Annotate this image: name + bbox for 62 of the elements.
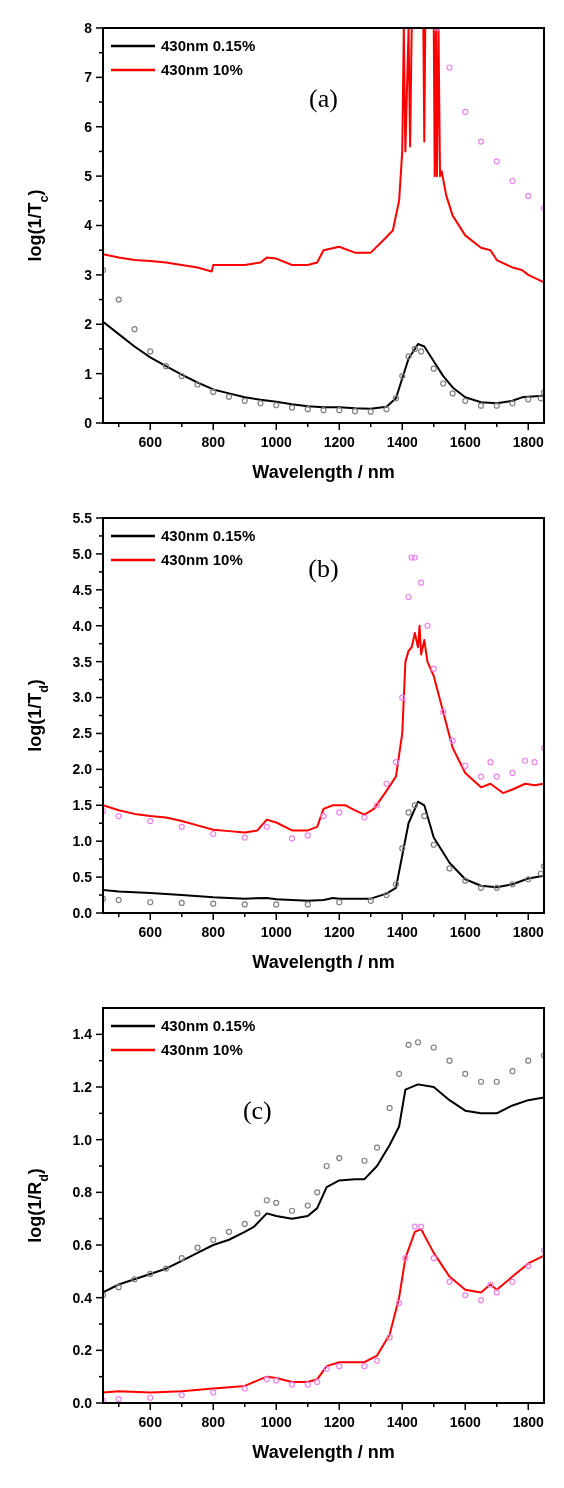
y-tick-label: 0.4: [72, 1289, 93, 1306]
y-tick-label: 2.5: [72, 725, 93, 742]
y-tick-label: 2: [84, 316, 93, 333]
y-tick-label: 1.0: [72, 833, 93, 850]
x-tick-label: 800: [201, 434, 226, 450]
y-tick-label: 1.0: [72, 1131, 93, 1148]
y-tick-label: 7: [84, 69, 93, 86]
legend-label: 430nm 10%: [161, 61, 243, 79]
y-tick-label: 1: [84, 365, 93, 382]
y-tick-label: 4.0: [72, 617, 93, 634]
y-tick-label: 3.5: [72, 653, 93, 670]
x-tick-label: 1000: [260, 434, 293, 450]
y-tick-label: 0.8: [72, 1184, 93, 1201]
legend-label: 430nm 10%: [161, 1041, 243, 1059]
y-tick-label: 1.5: [72, 797, 93, 814]
y-tick-label: 3.0: [72, 689, 93, 706]
y-tick-label: 0.2: [72, 1342, 93, 1359]
x-tick-label: 1400: [386, 434, 419, 450]
y-tick-label: 4: [84, 217, 93, 234]
y-tick-label: 4.5: [72, 581, 93, 598]
x-tick-label: 1600: [449, 434, 482, 450]
x-tick-label: 600: [138, 1414, 163, 1430]
y-tick-label: 5.0: [72, 545, 93, 562]
y-tick-label: 2.0: [72, 761, 93, 778]
x-tick-label: 1600: [449, 1414, 482, 1430]
x-tick-label: 1400: [386, 1414, 419, 1430]
x-tick-label: 1200: [323, 1414, 356, 1430]
x-tick-label: 1000: [260, 1414, 293, 1430]
legend-label: 430nm 10%: [161, 551, 243, 569]
x-tick-label: 600: [138, 924, 163, 940]
x-tick-label: 1800: [512, 434, 545, 450]
y-tick-label: 0.5: [72, 868, 93, 885]
x-axis-title: Wavelength / nm: [252, 1442, 395, 1462]
legend-label: 430nm 0.15%: [161, 527, 256, 545]
x-tick-label: 800: [201, 1414, 226, 1430]
x-axis-title: Wavelength / nm: [252, 462, 395, 482]
x-tick-label: 1800: [512, 1414, 545, 1430]
x-tick-label: 1800: [512, 924, 545, 940]
y-tick-label: 8: [84, 19, 93, 36]
y-tick-label: 3: [84, 266, 93, 283]
x-tick-label: 600: [138, 434, 163, 450]
y-tick-label: 1.2: [72, 1078, 93, 1095]
legend-label: 430nm 0.15%: [161, 1017, 256, 1035]
y-tick-label: 1.4: [72, 1026, 93, 1043]
y-tick-label: 0.0: [72, 904, 93, 921]
annotation: (b): [308, 554, 339, 584]
x-tick-label: 1200: [323, 434, 356, 450]
y-tick-label: 0.6: [72, 1236, 93, 1253]
x-axis-title: Wavelength / nm: [252, 952, 395, 972]
y-tick-label: 5.5: [72, 509, 93, 526]
y-tick-label: 0: [84, 414, 93, 431]
x-tick-label: 800: [201, 924, 226, 940]
y-tick-label: 0.0: [72, 1394, 93, 1411]
x-tick-label: 1600: [449, 924, 482, 940]
legend-label: 430nm 0.15%: [161, 37, 256, 55]
x-tick-label: 1000: [260, 924, 293, 940]
x-tick-label: 1200: [323, 924, 356, 940]
y-tick-label: 6: [84, 118, 93, 135]
x-tick-label: 1400: [386, 924, 419, 940]
y-tick-label: 5: [84, 168, 93, 185]
annotation: (c): [242, 1095, 272, 1125]
annotation: (a): [309, 84, 338, 113]
